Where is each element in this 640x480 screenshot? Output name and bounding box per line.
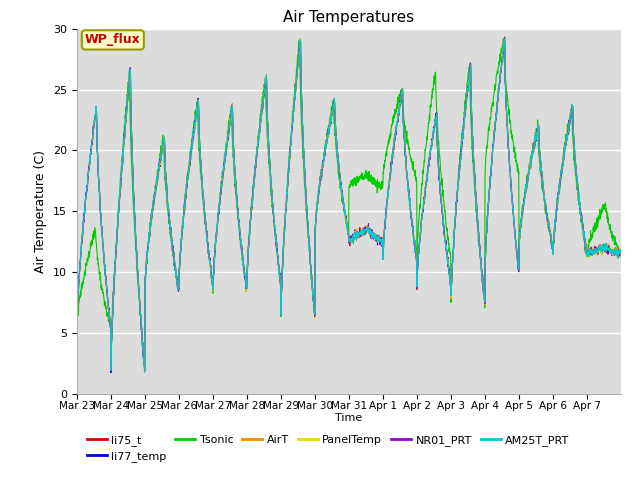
Y-axis label: Air Temperature (C): Air Temperature (C): [35, 150, 47, 273]
Text: WP_flux: WP_flux: [85, 34, 141, 47]
X-axis label: Time: Time: [335, 413, 362, 422]
Legend: li75_t, li77_temp, Tsonic, AirT, PanelTemp, NR01_PRT, AM25T_PRT: li75_t, li77_temp, Tsonic, AirT, PanelTe…: [83, 430, 574, 467]
Title: Air Temperatures: Air Temperatures: [284, 10, 414, 25]
